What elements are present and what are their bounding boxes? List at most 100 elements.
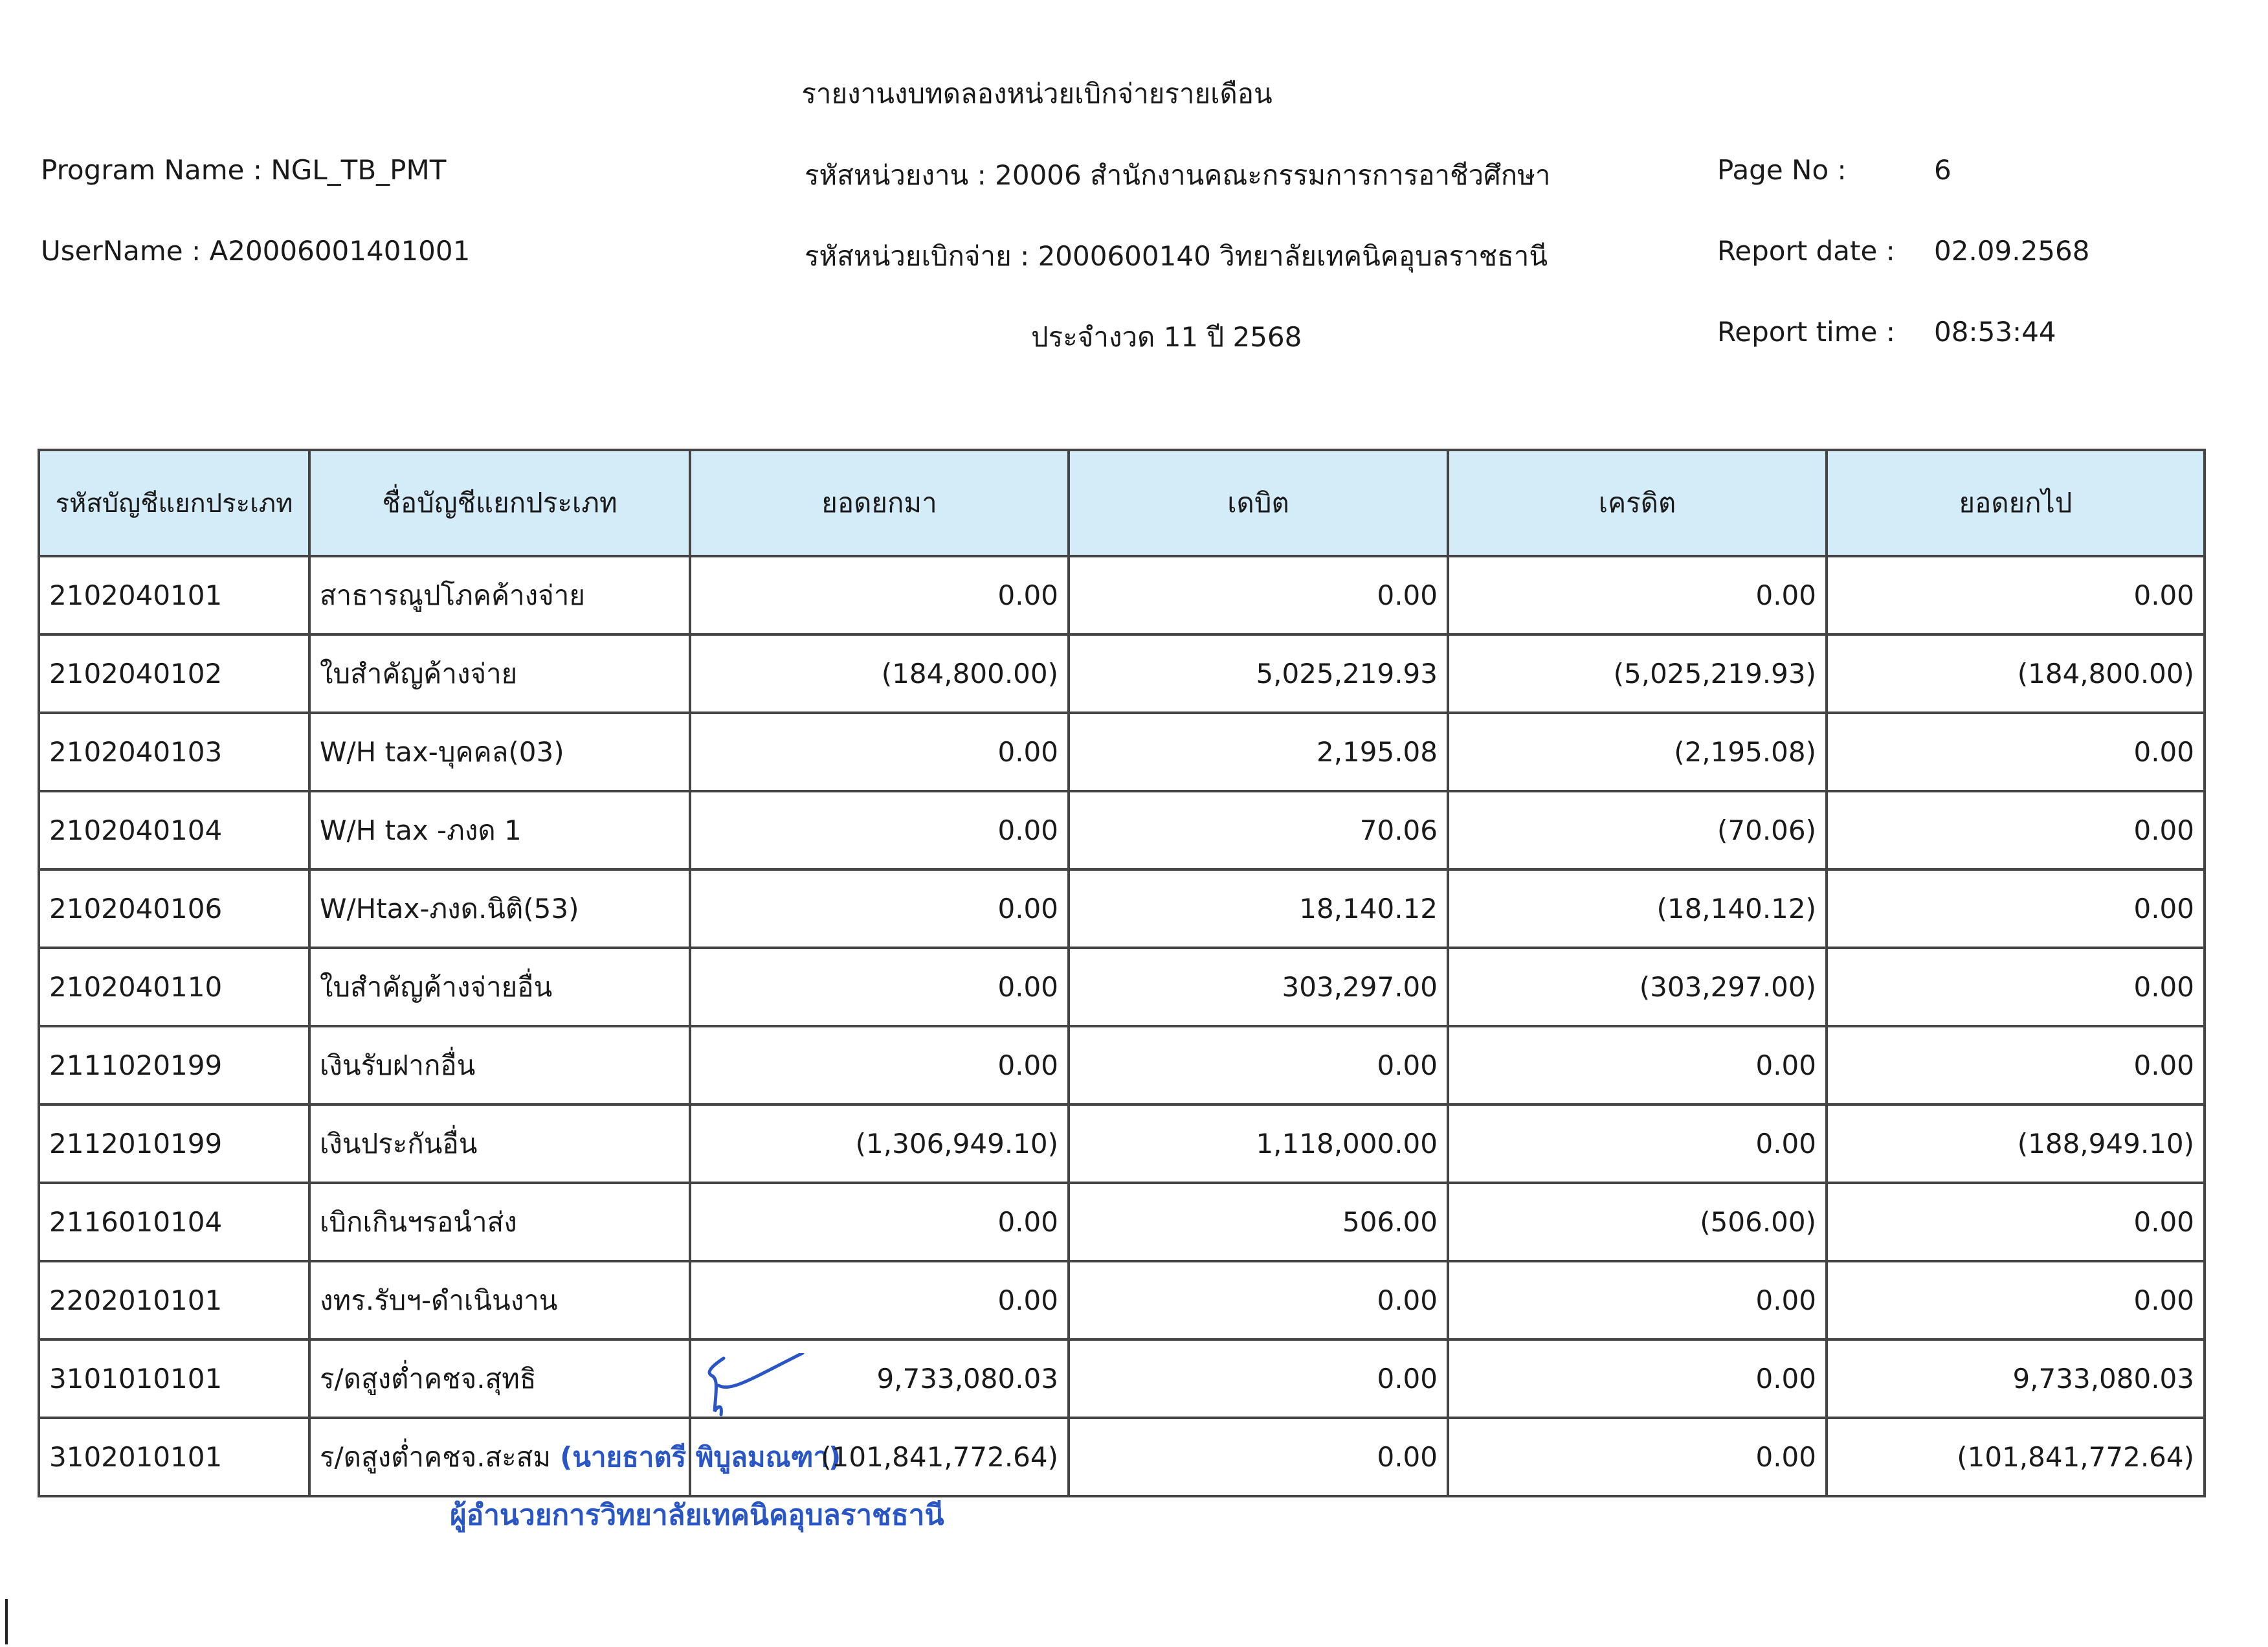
carried-forward: 0.00 xyxy=(1825,1182,2206,1262)
report-time: 08:53:44 xyxy=(1934,316,2056,348)
credit: 0.00 xyxy=(1447,1338,1828,1419)
cell-text: 9,733,080.03 xyxy=(876,1363,1058,1395)
debit: 1,118,000.00 xyxy=(1067,1103,1449,1184)
cell-text: ใบสำคัญค้างจ่าย xyxy=(320,657,518,689)
cell-text: (18,140.12) xyxy=(1656,893,1816,924)
account-code: 2112010199 xyxy=(38,1103,311,1184)
table-row: 2102040102 ใบสำคัญค้างจ่าย (184,800.00) 5,0… xyxy=(38,633,2206,714)
report-date-label: Report date : xyxy=(1717,235,1895,267)
cell-text: 3101010101 xyxy=(49,1363,223,1395)
account-name: สาธารณูปโภคค้างจ่าย xyxy=(308,555,691,636)
cell-text: 506.00 xyxy=(1342,1206,1438,1238)
page-no: 6 xyxy=(1934,154,1951,186)
cell-text: 0.00 xyxy=(997,579,1058,611)
cell-text: 2116010104 xyxy=(49,1206,223,1238)
debit: 18,140.12 xyxy=(1067,868,1449,949)
debit: 303,297.00 xyxy=(1067,947,1449,1027)
column-header: ยอดยกมา xyxy=(689,449,1070,557)
cell-text: (2,195.08) xyxy=(1674,736,1816,768)
debit: 70.06 xyxy=(1067,790,1449,871)
cell-text: 0.00 xyxy=(1755,1284,1816,1316)
column-header: ยอดยกไป xyxy=(1825,449,2206,557)
signature xyxy=(707,1353,805,1417)
cell-text: 2102040110 xyxy=(49,971,223,1003)
credit: (506.00) xyxy=(1447,1182,1828,1262)
cell-text: 2102040101 xyxy=(49,579,223,611)
credit: (70.06) xyxy=(1447,790,1828,871)
cell-text: (101,841,772.64) xyxy=(1957,1441,2194,1473)
cell-text: 5,025,219.93 xyxy=(1256,658,1438,689)
account-code: 2116010104 xyxy=(38,1182,311,1262)
cell-text: W/H tax -ภงด 1 xyxy=(320,814,522,846)
cell-text: 0.00 xyxy=(2133,814,2194,846)
cell-text: 18,140.12 xyxy=(1299,893,1438,924)
carried-forward: (188,949.10) xyxy=(1825,1103,2206,1184)
cell-text: เงินรับฝากอื่น xyxy=(320,1049,476,1081)
brought-forward: 0.00 xyxy=(689,1025,1070,1106)
cell-text: 0.00 xyxy=(1377,1049,1438,1081)
cell-text: 2111020199 xyxy=(49,1049,223,1081)
stamp-position: ผู้อำนวยการวิทยาลัยเทคนิคอุบลราชธานี xyxy=(450,1499,944,1532)
cell-text: 0.00 xyxy=(1377,1441,1438,1473)
scan-mark xyxy=(5,1599,8,1644)
cell-text: W/H tax-บุคคล(03) xyxy=(320,735,564,768)
cell-text: 2112010199 xyxy=(49,1128,223,1160)
table-row: 2202010101 งทร.รับฯ-ดำเนินงาน 0.00 0.00 0.00… xyxy=(38,1260,2206,1341)
debit: 0.00 xyxy=(1067,1260,1449,1341)
cell-text: 0.00 xyxy=(997,814,1058,846)
account-name: เบิกเกินฯรอนำส่ง xyxy=(308,1182,691,1262)
cell-text: 0.00 xyxy=(2133,893,2194,924)
brought-forward: 0.00 xyxy=(689,947,1070,1027)
account-code: 2102040103 xyxy=(38,711,311,792)
cell-text: 70.06 xyxy=(1359,814,1438,846)
account-name: ใบสำคัญค้างจ่าย xyxy=(308,633,691,714)
cell-text: (188,949.10) xyxy=(2017,1128,2194,1160)
account-code: 2102040101 xyxy=(38,555,311,636)
account-code: 2102040102 xyxy=(38,633,311,714)
account-name: งทร.รับฯ-ดำเนินงาน xyxy=(308,1260,691,1341)
cell-text: (1,306,949.10) xyxy=(855,1128,1058,1160)
table-header-row: รหัสบัญชีแยกประเภท ชื่อบัญชีแยกประเภท ยอดย… xyxy=(38,449,2206,557)
column-header: รหัสบัญชีแยกประเภท xyxy=(38,449,311,557)
table-row: 2116010104 เบิกเกินฯรอนำส่ง 0.00 506.00 (506… xyxy=(38,1182,2206,1262)
account-name: W/Htax-ภงด.นิติ(53) xyxy=(308,868,691,949)
account-code: 2102040104 xyxy=(38,790,311,871)
brought-forward: (1,306,949.10) xyxy=(689,1103,1070,1184)
credit: 0.00 xyxy=(1447,1025,1828,1106)
agency: รหัสหน่วยงาน : 20006 สำนักงานคณะกรรมการก… xyxy=(805,159,1551,191)
cell-text: (303,297.00) xyxy=(1639,971,1816,1003)
credit: 0.00 xyxy=(1447,1260,1828,1341)
account-name: เงินรับฝากอื่น xyxy=(308,1025,691,1106)
cell-text: 2102040102 xyxy=(49,658,223,689)
cell-text: 1,118,000.00 xyxy=(1256,1128,1438,1160)
report-date: 02.09.2568 xyxy=(1934,235,2090,267)
brought-forward: (101,841,772.64) xyxy=(689,1417,1070,1497)
cell-text: 0.00 xyxy=(1755,1363,1816,1395)
cell-text: ร/ดสูงต่ำคชจ.สุทธิ xyxy=(320,1362,537,1395)
account-name: W/H tax-บุคคล(03) xyxy=(308,711,691,792)
cell-text: ร/ดสูงต่ำคชจ.สะสม xyxy=(320,1440,551,1473)
cell-text: 0.00 xyxy=(2133,736,2194,768)
table-row: 2102040104 W/H tax -ภงด 1 0.00 70.06 (70.06)… xyxy=(38,790,2206,871)
cell-text: 2102040104 xyxy=(49,814,223,846)
program-name: Program Name : NGL_TB_PMT xyxy=(41,154,447,186)
cell-text: (506.00) xyxy=(1700,1206,1816,1238)
cell-text: 0.00 xyxy=(997,1049,1058,1081)
debit: 0.00 xyxy=(1067,1025,1449,1106)
table-row: 2102040101 สาธารณูปโภคค้างจ่าย 0.00 0.00 0.0… xyxy=(38,555,2206,636)
brought-forward: 0.00 xyxy=(689,1260,1070,1341)
column-header: เครดิต xyxy=(1447,449,1828,557)
brought-forward: 0.00 xyxy=(689,555,1070,636)
account-name: เงินประกันอื่น xyxy=(308,1103,691,1184)
cell-text: 0.00 xyxy=(2133,971,2194,1003)
cell-text: 3102010101 xyxy=(49,1441,223,1473)
credit: (18,140.12) xyxy=(1447,868,1828,949)
table-row: 2102040103 W/H tax-บุคคล(03) 0.00 2,195.08 (… xyxy=(38,711,2206,792)
cell-text: เงินประกันอื่น xyxy=(320,1127,478,1160)
debit: 5,025,219.93 xyxy=(1067,633,1449,714)
carried-forward: (184,800.00) xyxy=(1825,633,2206,714)
account-code: 2102040106 xyxy=(38,868,311,949)
cell-text: 0.00 xyxy=(1755,1441,1816,1473)
cell-text: 0.00 xyxy=(1377,1284,1438,1316)
brought-forward: 0.00 xyxy=(689,790,1070,871)
